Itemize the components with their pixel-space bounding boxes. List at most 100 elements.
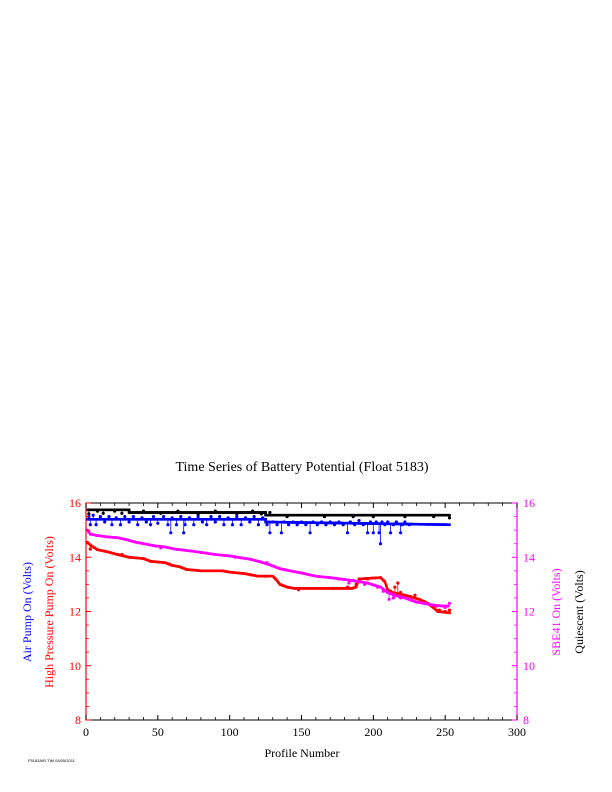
data-point [343,578,346,581]
data-point [442,610,445,614]
data-point [275,566,279,569]
data-point [264,513,267,517]
data-point [304,513,308,517]
data-point-outlier [205,523,209,527]
data-point [255,559,259,563]
data-point [277,520,280,524]
data-point [412,522,415,526]
data-point [344,578,348,581]
data-point [202,518,206,521]
data-point [229,511,233,514]
data-point [320,575,323,579]
data-point [221,569,224,573]
data-point [165,546,168,549]
data-point [356,513,359,517]
data-point [337,513,341,517]
data-point [443,523,447,526]
data-point [339,521,342,525]
data-point [96,548,99,551]
data-point [238,556,241,559]
data-point [419,513,422,517]
data-point [264,511,267,514]
data-point [396,594,400,598]
data-point [100,534,104,538]
data-point [283,513,286,517]
data-point [225,554,229,557]
data-point [179,511,183,514]
data-point [387,513,391,517]
data-point [369,582,372,586]
data-point [294,587,298,590]
left-tick-label: 14 [69,550,81,564]
data-point [274,520,277,524]
data-point [379,585,382,589]
data-point-outlier [268,531,272,535]
data-point [201,569,204,573]
data-point [436,523,440,526]
data-point [373,576,377,580]
data-point [193,550,197,553]
data-point-outlier [353,523,357,527]
data-point [349,579,352,582]
data-point [277,581,280,584]
data-point [285,585,289,589]
data-point [150,511,154,514]
data-point [354,522,358,525]
data-point [165,561,168,565]
data-point [188,511,191,514]
data-point [418,601,421,604]
data-point [89,508,92,512]
data-point [179,566,183,569]
data-point-outlier [387,597,391,601]
data-point [107,550,111,554]
data-point [392,591,395,595]
data-point [224,518,227,521]
data-point [218,553,221,557]
x-tick-label: 50 [152,725,164,739]
data-point [334,521,338,525]
data-point [281,513,285,517]
data-point [387,522,391,526]
data-point [446,604,450,608]
data-point-outlier [371,531,375,535]
data-point [175,564,178,568]
data-point [439,610,443,614]
data-point-outlier [331,586,335,591]
data-point [265,513,269,517]
data-point [428,603,431,606]
data-point [383,580,387,583]
data-point [432,523,435,526]
data-point [350,522,354,525]
data-point [271,574,275,578]
data-point [383,513,387,517]
data-point [258,518,262,521]
data-point [353,586,356,589]
series-group [86,508,452,520]
data-point-outlier [341,523,345,527]
data-point [423,513,427,517]
data-point [426,602,430,606]
data-point-outlier [174,523,179,527]
data-point [163,561,167,564]
data-point [298,587,302,590]
data-point [205,511,208,514]
data-point [86,508,89,512]
plot-frame [85,502,518,721]
data-point [382,579,385,582]
data-point [158,545,161,548]
data-point [287,513,290,517]
data-point [146,543,150,546]
data-point [188,568,191,571]
data-point [122,554,125,558]
data-point [173,547,177,551]
data-point [163,511,167,514]
data-point [403,593,407,597]
data-point [359,522,362,525]
data-point [290,569,293,573]
data-point [132,511,135,514]
data-point [333,513,336,517]
data-point [301,572,305,575]
data-point [181,518,184,521]
data-point [339,587,342,590]
